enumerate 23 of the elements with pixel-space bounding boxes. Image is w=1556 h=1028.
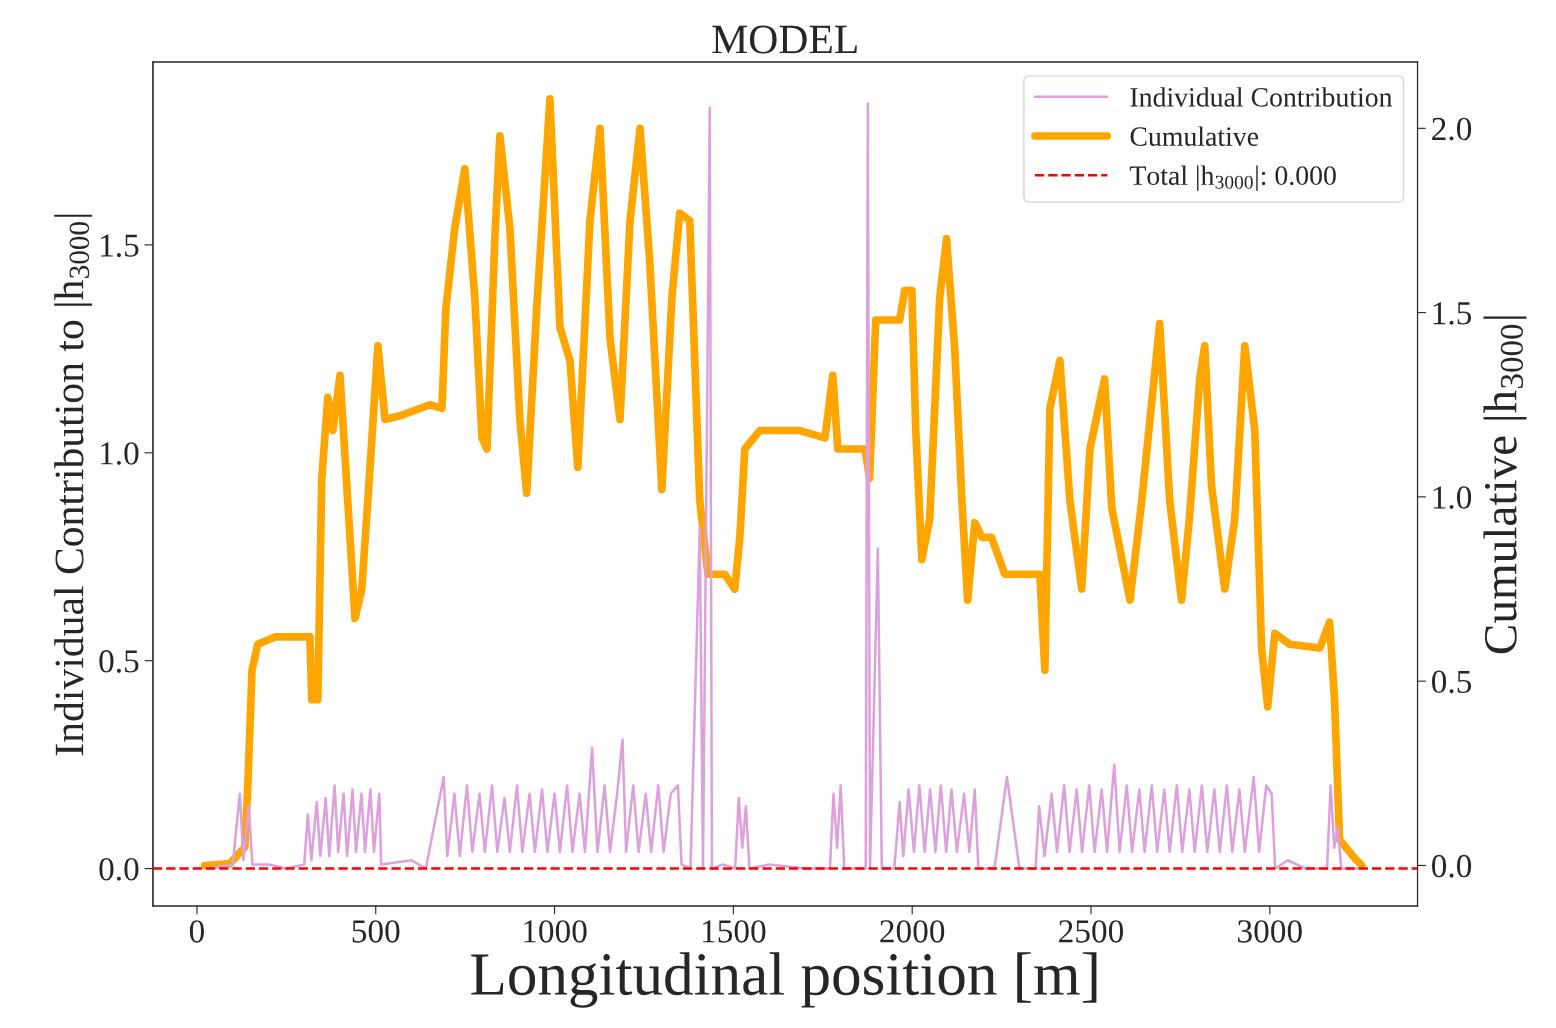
x-tick-label: 0	[189, 920, 205, 943]
legend-label: Cumulative	[1130, 126, 1259, 146]
y2-tick-label: 1.0	[1433, 486, 1472, 509]
y-tick-label: 1.5	[101, 234, 139, 257]
y-tick-label: 0.0	[99, 857, 139, 881]
y-tick-label: 0.5	[99, 650, 139, 673]
x-tick-label: 1000	[524, 920, 587, 943]
y-axis-title: Individual Contribution to |h$_{3000}$|	[54, 214, 93, 756]
x-tick-label: 3000	[1238, 920, 1302, 943]
x-tick-label: 1500	[702, 920, 766, 943]
x-tick-label: 2000	[880, 920, 945, 943]
chart-title: MODEL	[712, 25, 857, 54]
y2-axis-title: Cumulative |h$_{3000}$|	[1483, 316, 1527, 654]
y-tick-label: 1.0	[101, 442, 139, 465]
x-tick-label: 500	[352, 920, 400, 943]
legend-label: Total |h$_{3000}$|: 0.000	[1129, 165, 1336, 191]
x-tick-label: 2500	[1059, 920, 1124, 943]
legend-label: Individual Contribution	[1130, 87, 1393, 107]
y2-tick-label: 2.0	[1432, 117, 1472, 141]
x-axis-title: Longitudinal position [m]	[471, 952, 1097, 1008]
y2-tick-label: 0.0	[1431, 854, 1472, 878]
y2-tick-label: 1.5	[1433, 302, 1472, 325]
y2-tick-label: 0.5	[1431, 670, 1472, 694]
